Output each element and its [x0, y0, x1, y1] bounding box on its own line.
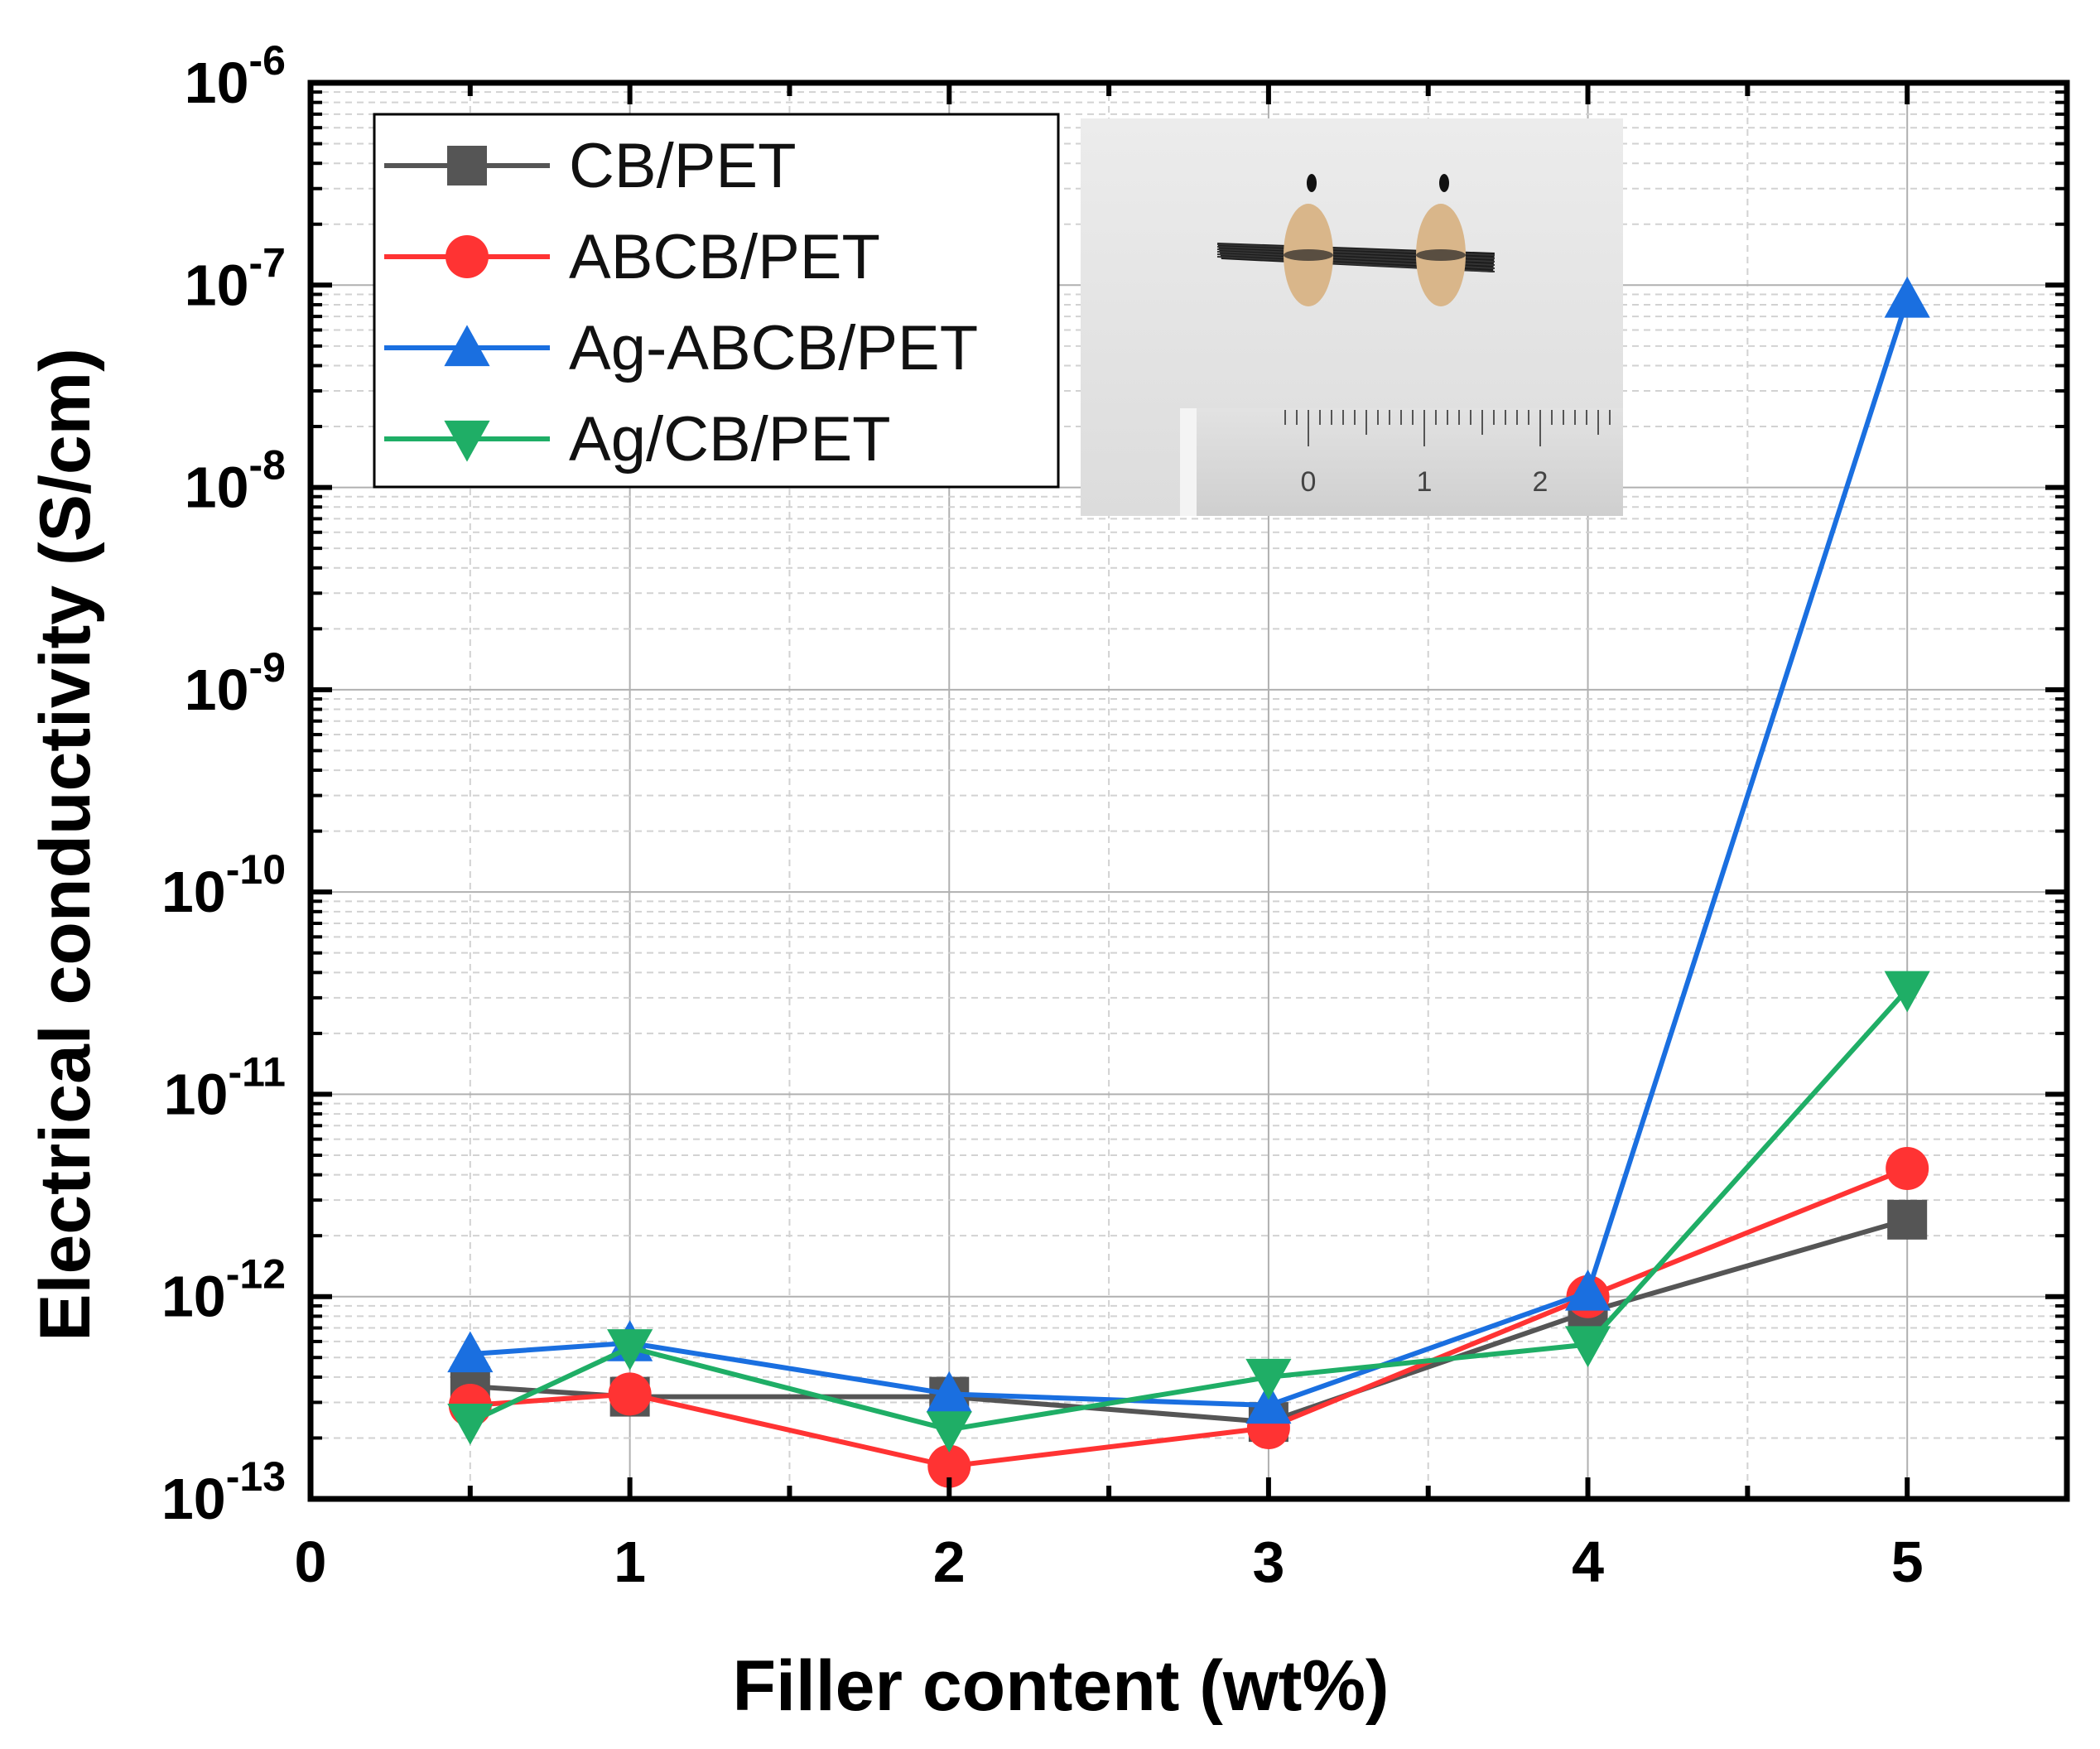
data-point — [1564, 1326, 1611, 1368]
legend-entry: Ag-ABCB/PET — [384, 313, 978, 383]
ruler-edge — [1180, 408, 1197, 516]
data-point — [1884, 276, 1930, 318]
ruler — [1180, 408, 1623, 516]
y-tick-label: 10-7 — [185, 239, 286, 317]
fiber-through-contact — [1416, 249, 1466, 261]
inset-photo: 0 1 2 — [1081, 118, 1623, 516]
y-axis-label: Electrical conductivity (S/cm) — [26, 348, 105, 1342]
data-point — [927, 1444, 971, 1488]
data-point — [926, 1371, 972, 1413]
legend-marker — [446, 235, 489, 278]
data-point — [607, 1329, 653, 1371]
series-layer — [447, 276, 1930, 1488]
ruler-label: 0 — [1301, 466, 1317, 498]
x-tick-label: 1 — [614, 1530, 646, 1594]
ruler-label: 2 — [1533, 466, 1549, 498]
series-line — [470, 1166, 1909, 1469]
y-tick-label: 10-6 — [185, 37, 286, 115]
legend-marker — [444, 420, 490, 462]
legend-label: ABCB/PET — [569, 222, 880, 292]
y-tick-label: 10-9 — [185, 644, 286, 722]
legend-marker — [447, 146, 487, 186]
x-tick-label: 5 — [1891, 1530, 1924, 1594]
series-line — [470, 298, 1910, 1409]
y-tick-label: 10-13 — [161, 1453, 286, 1531]
marker-dot — [1439, 174, 1449, 192]
data-point — [1245, 1358, 1292, 1400]
x-axis-label: Filler content (wt%) — [732, 1646, 1389, 1726]
ruler-label: 1 — [1417, 466, 1433, 498]
data-point — [1245, 1382, 1292, 1424]
y-tick-label: 10-12 — [161, 1251, 286, 1329]
x-tick-label: 3 — [1252, 1530, 1284, 1594]
data-point — [1887, 1199, 1928, 1240]
legend-box — [373, 113, 1060, 489]
axes: 0 1 2 3 4 510-1310-1210-1110-1010-910-810-710… — [161, 37, 2070, 1594]
legend-marker — [444, 325, 490, 367]
fiber-through-contact — [1284, 249, 1333, 261]
plot-frame — [307, 80, 2070, 1502]
data-point — [1884, 971, 1930, 1013]
series-line — [469, 987, 1910, 1433]
data-point — [1886, 1146, 1929, 1190]
legend-label: CB/PET — [569, 131, 797, 201]
marker-dot — [1307, 174, 1317, 192]
legend-entry: CB/PET — [384, 131, 797, 201]
legend-label: Ag/CB/PET — [569, 404, 891, 475]
y-tick-label: 10-11 — [164, 1048, 286, 1126]
y-tick-label: 10-10 — [161, 846, 286, 924]
y-tick-label: 10-8 — [185, 442, 286, 520]
data-point — [926, 1411, 972, 1453]
data-point — [447, 1331, 494, 1373]
x-tick-label: 0 — [295, 1530, 327, 1594]
data-point — [1564, 1269, 1611, 1311]
series-ag-cb-pet — [447, 971, 1930, 1453]
legend-entry: Ag/CB/PET — [384, 404, 891, 475]
x-tick-label: 4 — [1572, 1530, 1604, 1594]
legend-entry: ABCB/PET — [384, 222, 880, 292]
x-tick-label: 2 — [933, 1530, 966, 1594]
data-point — [608, 1372, 652, 1416]
legend-label: Ag-ABCB/PET — [569, 313, 978, 383]
legend: CB/PET ABCB/PET Ag-ABCB/PET Ag/CB/PET — [373, 113, 1060, 489]
data-point — [447, 1404, 494, 1445]
